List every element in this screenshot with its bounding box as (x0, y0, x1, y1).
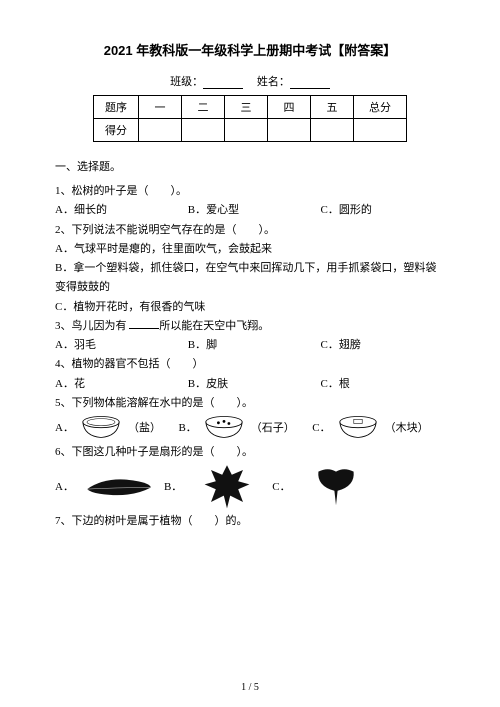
table-row: 题序 一 二 三 四 五 总分 (94, 96, 407, 119)
cell: 总分 (354, 96, 407, 119)
q6-options: A． B． C． (55, 464, 445, 508)
cell (311, 119, 354, 142)
q6-stem: 6、下图这几种叶子是扇形的是（ ）。 (55, 443, 445, 462)
q3-stem: 3、鸟儿因为有 所以能在天空中飞翔。 (55, 317, 445, 336)
table-row: 得分 (94, 119, 407, 142)
q3-options: A．羽毛 B．脚 C．翅膀 (55, 336, 445, 355)
q5-stem: 5、下列物体能溶解在水中的是（ ）。 (55, 394, 445, 413)
q6-C-label: C． (272, 478, 290, 494)
leaf-fan-icon (301, 464, 371, 508)
q5-C-label: C． (312, 419, 330, 435)
q1-stem: 1、松树的叶子是（ ）。 (55, 182, 445, 201)
name-blank (290, 77, 330, 89)
q1-B: B．爱心型 (188, 201, 318, 220)
q4-options: A．花 B．皮肤 C．根 (55, 375, 445, 394)
cell (268, 119, 311, 142)
q3-A: A．羽毛 (55, 336, 185, 355)
q4-stem: 4、植物的器官不包括（ ） (55, 355, 445, 374)
q4-A: A．花 (55, 375, 185, 394)
q5-A-text: （盐） (128, 419, 161, 435)
q3-blank (129, 328, 159, 329)
class-blank (203, 77, 243, 89)
bowl-icon (203, 415, 245, 439)
q2-stem: 2、下列说法不能说明空气存在的是（ ）。 (55, 221, 445, 240)
cell: 三 (225, 96, 268, 119)
q3-B: B．脚 (188, 336, 318, 355)
q5-C-text: （木块） (385, 419, 429, 435)
q3-C: C．翅膀 (321, 336, 361, 355)
q2-C: C．植物开花时，有很香的气味 (55, 298, 445, 317)
q1-A: A．细长的 (55, 201, 185, 220)
cell: 四 (268, 96, 311, 119)
meta-line: 班级： 姓名： (55, 73, 445, 89)
q6-B-label: B． (164, 478, 182, 494)
cell: 题序 (94, 96, 139, 119)
q5-A-label: A． (55, 419, 74, 435)
bowl-icon (80, 415, 122, 439)
q5-B-label: B． (178, 419, 196, 435)
cell (182, 119, 225, 142)
q3-stem-b: 所以能在天空中飞翔。 (159, 320, 269, 332)
q5-options: A． （盐） B． （石子） C． （木块） (55, 415, 445, 439)
page-footer: 1 / 5 (0, 682, 500, 693)
q3-stem-a: 3、鸟儿因为有 (55, 320, 129, 332)
q7-stem: 7、下边的树叶是属于植物（ ）的。 (55, 512, 445, 531)
cell: 得分 (94, 119, 139, 142)
q2-A: A．气球平时是瘪的，往里面吹气，会鼓起来 (55, 240, 445, 259)
page-title: 2021 年教科版一年级科学上册期中考试【附答案】 (55, 40, 445, 59)
section-heading: 一、选择题。 (55, 158, 445, 174)
q1-C: C．圆形的 (321, 201, 372, 220)
q5-B-text: （石子） (251, 419, 295, 435)
cell (225, 119, 268, 142)
class-label: 班级： (170, 76, 203, 88)
q1-options: A．细长的 B．爱心型 C．圆形的 (55, 201, 445, 220)
q4-B: B．皮肤 (188, 375, 318, 394)
q2-B: B．拿一个塑料袋，抓住袋口，在空气中来回挥动几下，用手抓紧袋口，塑料袋 (55, 259, 445, 278)
q6-A-label: A． (55, 478, 74, 494)
exam-page: 2021 年教科版一年级科学上册期中考试【附答案】 班级： 姓名： 题序 一 二… (0, 0, 500, 707)
cell: 一 (139, 96, 182, 119)
leaf-long-icon (84, 464, 154, 508)
q2-B2: 变得鼓鼓的 (55, 278, 445, 297)
name-label: 姓名： (257, 76, 290, 88)
bowl-icon (337, 415, 379, 439)
leaf-maple-icon (192, 464, 262, 508)
cell (139, 119, 182, 142)
score-table: 题序 一 二 三 四 五 总分 得分 (93, 95, 407, 142)
cell: 二 (182, 96, 225, 119)
q4-C: C．根 (321, 375, 350, 394)
cell (354, 119, 407, 142)
cell: 五 (311, 96, 354, 119)
